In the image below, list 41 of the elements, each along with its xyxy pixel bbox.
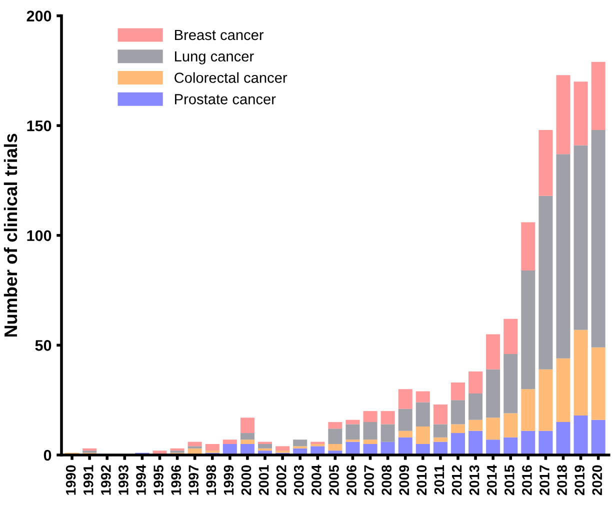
legend-label: Prostate cancer [175,94,276,104]
x-tick-label: 2011 [434,465,444,494]
x-tick-label: 2016 [522,465,532,496]
x-tick-label: 1995 [154,465,164,495]
y-axis-title: Number of clinical trials [4,134,18,337]
x-tick-label: 2005 [329,465,339,496]
x-tick-label: 2007 [364,465,374,496]
x-tick-label: 2017 [540,465,550,496]
x-tick-label: 1997 [188,465,199,495]
y-tick-label: 100 [27,230,52,242]
x-tick-label: 1993 [118,465,128,495]
x-tick-label: 2010 [416,465,427,496]
x-tick-label: 2015 [504,465,514,496]
y-tick-label: 200 [26,10,52,22]
x-tick-label: 2014 [486,464,497,496]
x-tick-label: 2003 [294,465,304,496]
x-tick-label: 1996 [171,465,182,495]
x-tick-label: 2020 [592,465,602,496]
y-tick-label: 0 [44,450,52,461]
legend-label: Colorectal cancer [174,72,288,83]
legend-label: Breast cancer [175,30,264,40]
x-tick-label: 1999 [224,465,234,495]
legend-label: Lung cancer [175,51,254,64]
x-tick-label: 2006 [346,465,356,496]
x-tick-label: 2019 [574,465,585,496]
x-tick-label: 2008 [382,465,392,496]
x-tick-label: 2018 [557,465,567,496]
x-tick-label: 1998 [206,465,216,495]
y-tick-label: 150 [27,120,52,132]
x-tick-label: 2009 [399,465,410,496]
y-tick-label: 50 [35,340,52,351]
x-tick-label: 1991 [83,465,94,495]
x-tick-label: 2012 [452,465,462,496]
x-tick-label: 2000 [241,465,252,496]
x-tick-label: 2013 [469,465,480,496]
x-tick-label: 2001 [258,465,269,496]
x-tick-label: 1990 [66,465,76,495]
x-tick-label: 1994 [136,464,146,495]
x-tick-label: 1992 [101,465,111,495]
x-tick-label: 2002 [276,465,286,496]
x-tick-label: 2004 [312,464,322,496]
